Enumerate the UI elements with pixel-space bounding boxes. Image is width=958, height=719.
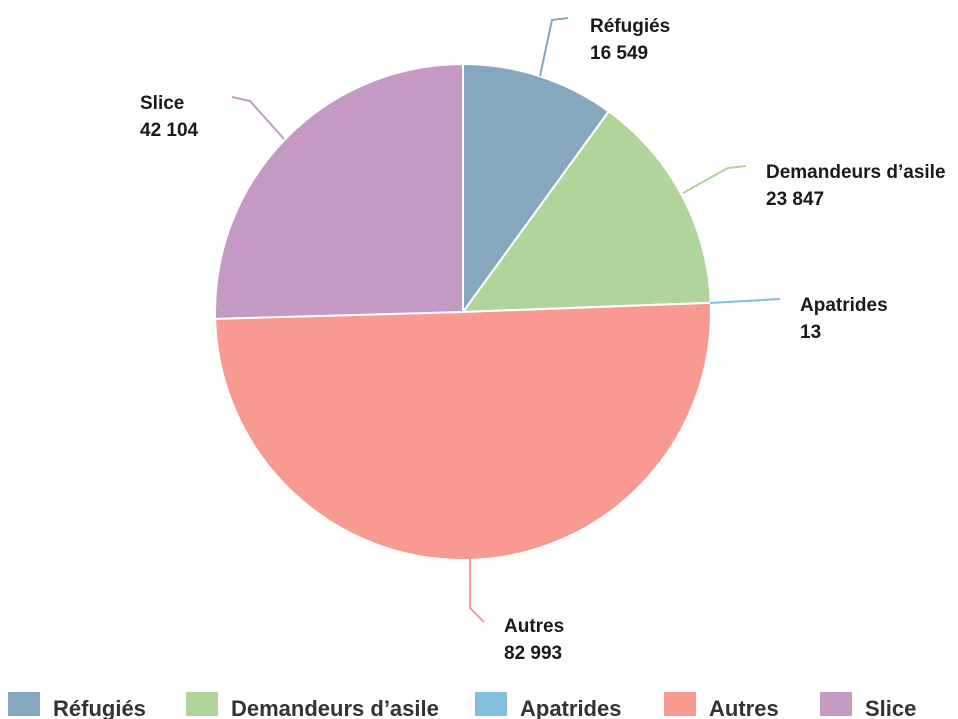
slice-autres (214, 301, 712, 561)
slice-demandeurs-d-asile (462, 110, 712, 313)
leader-line-autres (469, 558, 485, 623)
leader-line-slice (231, 96, 285, 140)
legend-label-slice: Slice (865, 696, 916, 719)
legend-label-refugies: Réfugiés (53, 696, 146, 719)
slice-label-refugies: Réfugiés (590, 16, 670, 37)
legend-label-autres: Autres (709, 696, 779, 719)
slice-value-refugies: 16 549 (590, 43, 648, 64)
legend-swatch-apatrides (475, 692, 507, 716)
leader-line-demandeurs-d-asile (682, 165, 747, 194)
leader-line-apatrides (709, 298, 781, 304)
leader-line-refugies (539, 17, 569, 77)
slice-labels: Réfugiés 16 549 Demandeurs d’asile 23 847 Ap… (140, 16, 946, 664)
slice-value-autres: 82 993 (504, 643, 562, 664)
legend-label-demandeurs-d-asile: Demandeurs d’asile (231, 696, 439, 719)
slice-label-demandeurs-d-asile: Demandeurs d’asile (766, 162, 946, 183)
slice-label-apatrides: Apatrides (800, 295, 888, 316)
slice-slice (214, 63, 464, 320)
slice-label-slice: Slice (140, 93, 184, 114)
slice-refugies (462, 63, 610, 313)
legend-swatch-slice (820, 692, 852, 716)
legend-swatch-autres (664, 692, 696, 716)
slice-value-demandeurs-d-asile: 23 847 (766, 189, 824, 210)
legend-label-apatrides: Apatrides (520, 696, 621, 719)
slice-label-autres: Autres (504, 616, 564, 637)
leader-lines (231, 17, 781, 623)
legend-swatch-refugies (8, 692, 40, 716)
legend: Réfugiés Demandeurs d’asile Apatrides Autre… (8, 692, 916, 719)
legend-swatch-demandeurs-d-asile (186, 692, 218, 716)
pie-slices (214, 63, 712, 561)
slice-value-apatrides: 13 (800, 322, 821, 343)
slice-value-slice: 42 104 (140, 120, 199, 141)
